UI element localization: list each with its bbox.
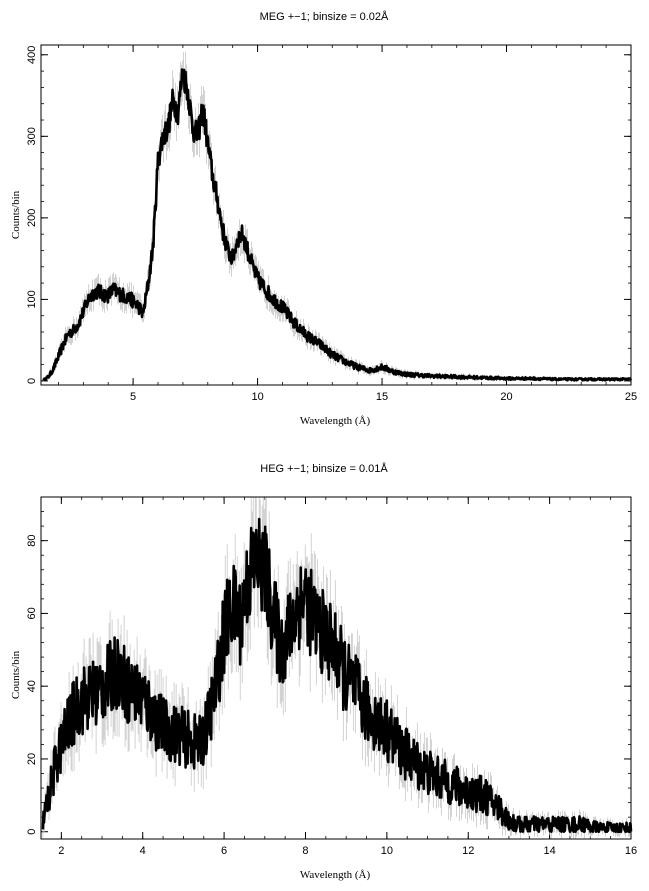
meg-error-bar-set (43, 51, 631, 382)
meg-x-tick-label: 20 (500, 391, 512, 403)
heg-x-tick-label: 16 (625, 845, 637, 857)
meg-y-tick-label: 300 (26, 127, 38, 145)
meg-y-tick-label: 0 (26, 378, 38, 384)
heg-plot-frame (40, 496, 632, 840)
heg-x-tick-label: 2 (58, 845, 64, 857)
heg-y-tick-label: 60 (26, 607, 38, 619)
meg-spectrum-line (42, 68, 633, 382)
heg-spectrum-line (41, 517, 633, 833)
meg-x-tick-label: 15 (376, 391, 388, 403)
meg-plot-frame (40, 44, 632, 386)
heg-x-tick-label: 8 (302, 845, 308, 857)
meg-x-tick-label: 5 (130, 391, 136, 403)
heg-chart-title: HEG +−1; binsize = 0.01Å (260, 462, 388, 475)
meg-y-axis-label: Counts/bin (10, 190, 22, 239)
heg-x-tick-label: 12 (462, 845, 474, 857)
heg-y-tick-label: 80 (26, 535, 38, 547)
meg-y-tick-label: 100 (26, 290, 38, 308)
heg-x-axis-label: Wavelength (Å) (300, 869, 371, 881)
heg-y-axis-label: Counts/bin (10, 650, 22, 699)
heg-x-tick-label: 6 (221, 845, 227, 857)
meg-y-tick-label: 400 (26, 46, 38, 64)
meg-error-bars (43, 51, 631, 382)
heg-x-tick-label: 4 (140, 845, 146, 857)
heg-y-tick-label: 20 (26, 753, 38, 765)
meg-x-axis-label: Wavelength (Å) (300, 415, 371, 427)
heg-x-tick-label: 10 (381, 845, 393, 857)
heg-x-tick-label: 14 (543, 845, 555, 857)
meg-x-tick-label: 25 (625, 391, 637, 403)
meg-y-tick-label: 200 (26, 209, 38, 227)
heg-y-tick-label: 40 (26, 680, 38, 692)
heg-spectrum-panel: HEG +−1; binsize = 0.01Å Counts/bin Wave… (10, 462, 637, 881)
meg-x-tick-label: 10 (251, 391, 263, 403)
meg-spectrum-panel: MEG +−1; binsize = 0.02Å Counts/bin Wave… (10, 10, 637, 427)
heg-y-tick-label: 0 (26, 829, 38, 835)
meg-chart-title: MEG +−1; binsize = 0.02Å (260, 10, 389, 23)
